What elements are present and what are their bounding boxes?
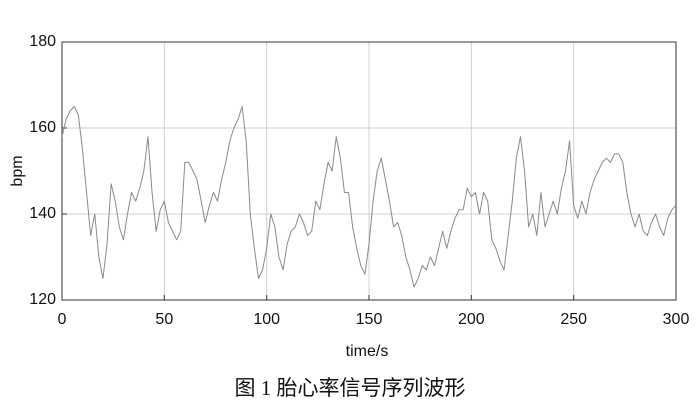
- x-tick-label: 150: [356, 311, 383, 328]
- y-tick-label: 120: [29, 291, 56, 308]
- x-tick-label: 300: [663, 311, 690, 328]
- x-tick-label: 50: [155, 311, 173, 328]
- y-tick-label: 180: [29, 33, 56, 50]
- x-tick-label: 250: [560, 311, 587, 328]
- chart-title: 图 1 胎心率信号序列波形: [235, 376, 466, 400]
- x-tick-label: 100: [253, 311, 280, 328]
- x-tick-label: 0: [58, 311, 67, 328]
- y-tick-label: 140: [29, 205, 56, 222]
- x-tick-label: 200: [458, 311, 485, 328]
- y-axis-label: bpm: [9, 155, 26, 186]
- plot-frame: [61, 41, 677, 301]
- y-tick-label: 160: [29, 119, 56, 136]
- x-axis-label: time/s: [346, 343, 389, 360]
- data-line: [61, 106, 677, 288]
